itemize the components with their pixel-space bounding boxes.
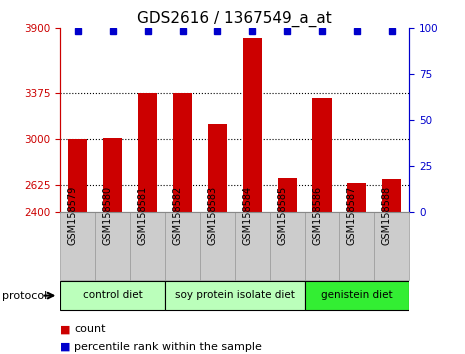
Bar [270,212,305,280]
Bar [305,212,339,280]
Text: GSM158585: GSM158585 [277,186,287,245]
Bar [138,93,157,354]
Bar [165,281,305,310]
Text: control diet: control diet [83,290,143,300]
Bar [208,124,227,354]
Bar [200,212,235,280]
Text: GSM158587: GSM158587 [347,186,357,245]
Text: GSM158586: GSM158586 [312,186,322,245]
Text: soy protein isolate diet: soy protein isolate diet [175,290,295,300]
Bar [374,212,409,280]
Bar [243,38,262,354]
Bar [103,138,122,354]
Bar [305,281,409,310]
Bar [165,212,200,280]
Bar [60,281,165,310]
Text: genistein diet: genistein diet [321,290,393,300]
Text: GSM158588: GSM158588 [382,186,392,245]
Text: GSM158582: GSM158582 [173,186,182,245]
Bar [347,183,366,354]
Bar [95,212,130,280]
Text: GSM158584: GSM158584 [242,186,252,245]
Bar [173,93,192,354]
Text: ■: ■ [60,342,71,352]
Text: count: count [74,324,106,334]
Bar [339,212,374,280]
Bar [278,178,297,354]
Text: GSM158579: GSM158579 [68,186,78,245]
Bar [235,212,270,280]
Bar [68,139,87,354]
Text: GSM158580: GSM158580 [103,186,113,245]
Bar [130,212,165,280]
Bar [312,98,332,354]
Text: percentile rank within the sample: percentile rank within the sample [74,342,262,352]
Text: GSM158583: GSM158583 [207,186,218,245]
Bar [60,212,95,280]
Text: ■: ■ [60,324,71,334]
Title: GDS2616 / 1367549_a_at: GDS2616 / 1367549_a_at [138,11,332,27]
Text: GSM158581: GSM158581 [138,186,148,245]
Text: protocol: protocol [2,291,47,301]
Bar [382,179,401,354]
